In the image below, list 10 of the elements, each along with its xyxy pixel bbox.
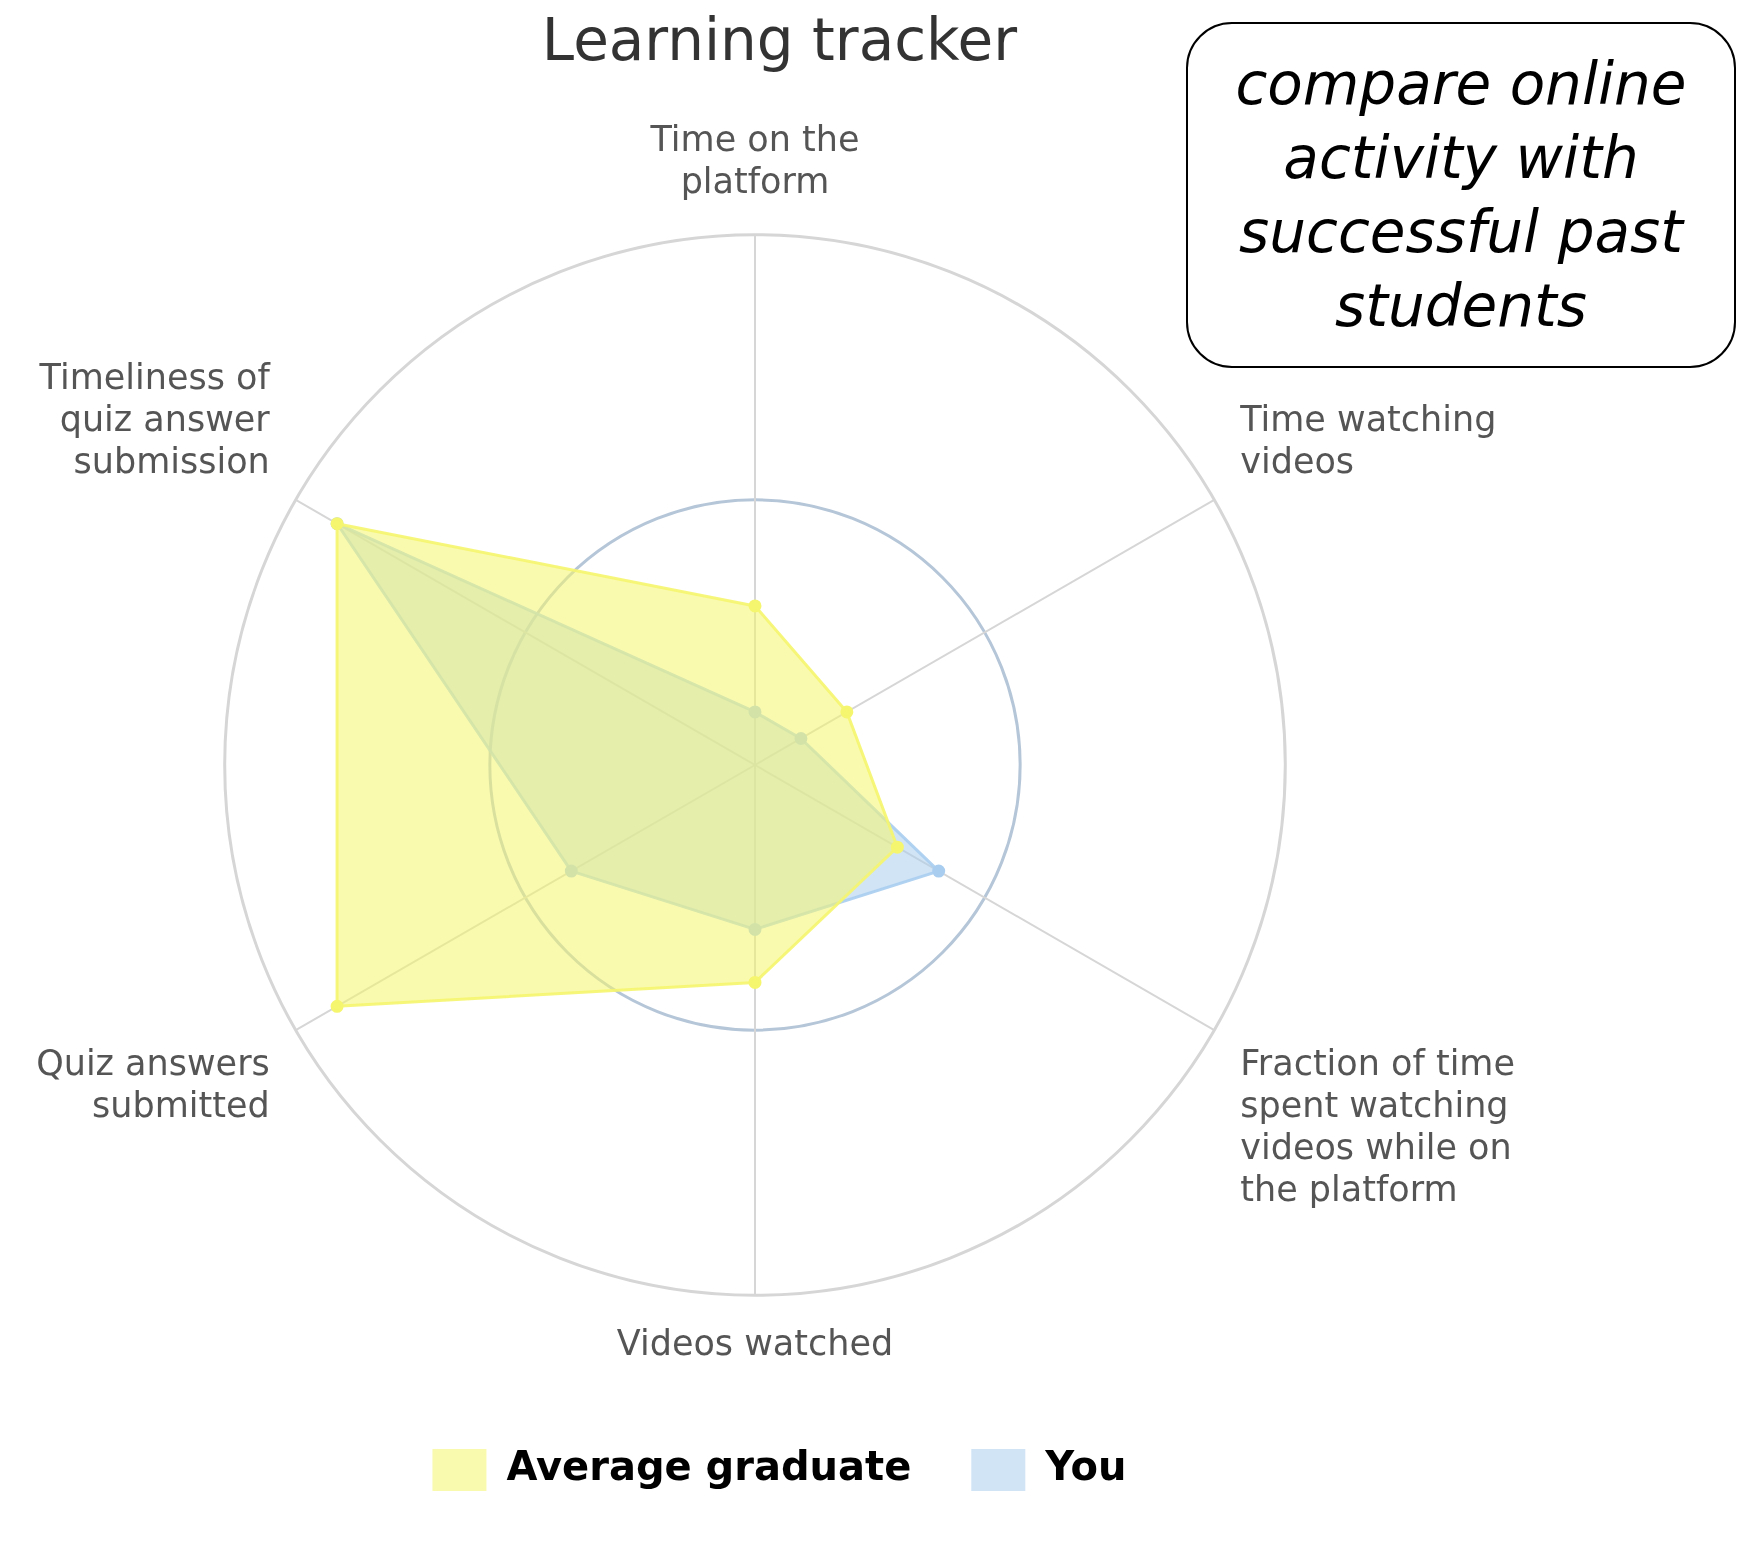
spoke-label: Time watching videos (1239, 398, 1497, 481)
chart-title: Learning tracker (541, 5, 1018, 74)
legend-label: You (1044, 1443, 1127, 1490)
spoke-label: Time on the platform (649, 118, 860, 201)
legend-label: Average graduate (506, 1443, 912, 1490)
spoke-label: Timeliness of quiz answer submission (38, 356, 271, 481)
text: compare online activity with successful past students (1186, 22, 1736, 368)
spoke-label: Quiz answers submitted (36, 1043, 270, 1126)
spoke-label: Fraction of time spent watching videos while on the platform (1240, 1043, 1516, 1210)
spoke-label: Videos watched (616, 1323, 894, 1364)
